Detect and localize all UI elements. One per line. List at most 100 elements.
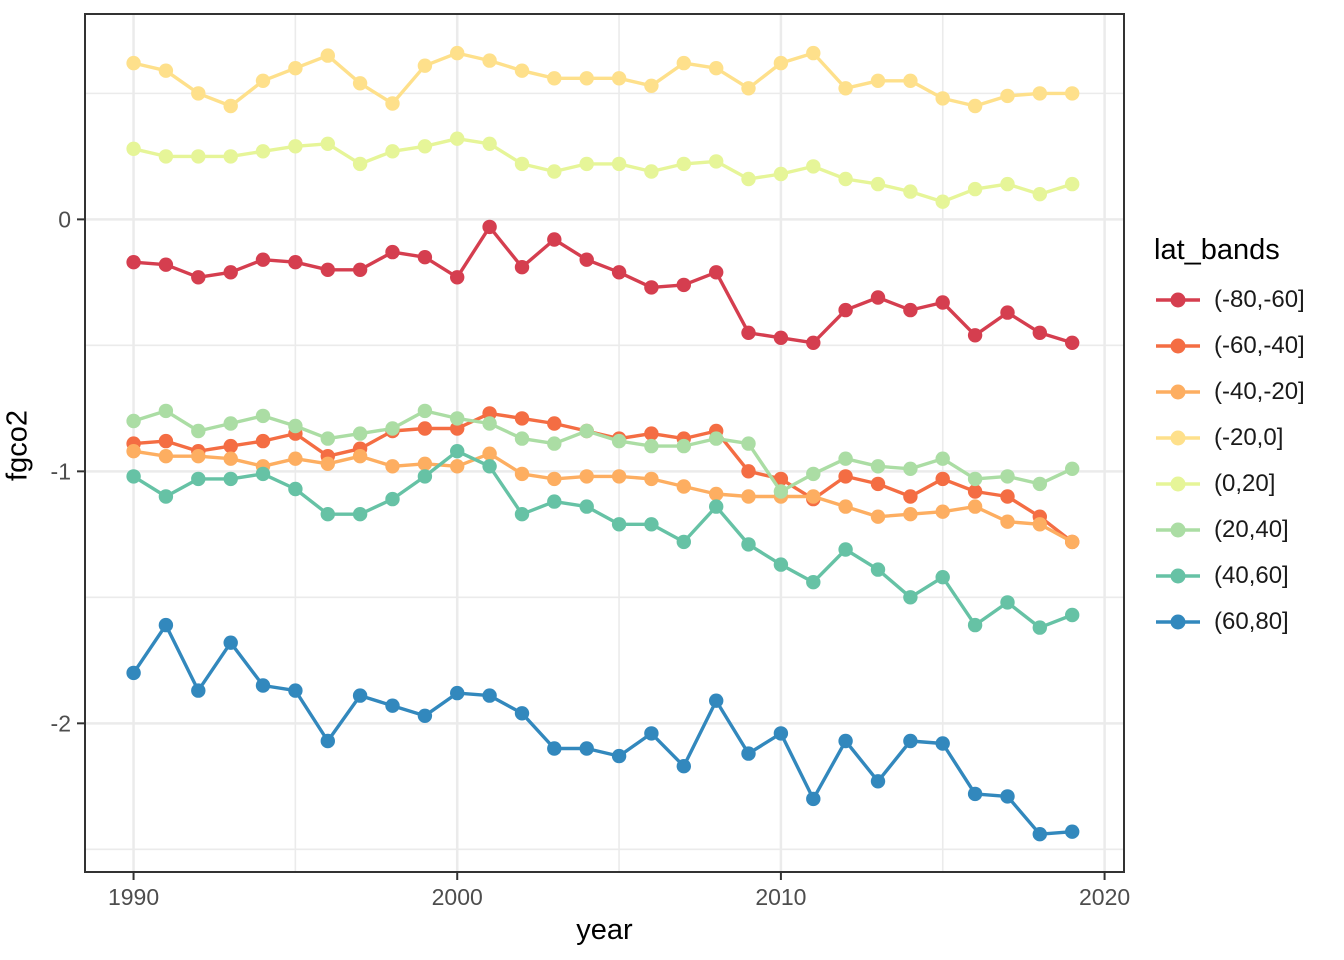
data-point-0 — [1065, 335, 1080, 350]
data-point-1 — [514, 411, 530, 426]
data-point-0 — [223, 265, 238, 280]
data-point-7 — [1000, 789, 1015, 804]
data-point-7 — [320, 733, 335, 749]
data-point-4 — [773, 166, 789, 182]
data-point-3 — [255, 73, 271, 89]
data-point-2 — [158, 449, 174, 464]
data-point-4 — [676, 156, 691, 172]
legend-label: (-80,-60] — [1214, 286, 1305, 313]
data-point-2 — [870, 509, 886, 524]
data-point-4 — [547, 164, 562, 179]
data-point-6 — [967, 617, 983, 633]
data-point-2 — [838, 499, 853, 514]
data-point-7 — [579, 741, 594, 756]
data-point-6 — [223, 471, 238, 487]
data-point-7 — [644, 726, 659, 741]
data-point-6 — [385, 491, 400, 507]
data-point-1 — [935, 471, 950, 487]
data-point-4 — [1000, 176, 1015, 192]
panel-border — [84, 13, 1125, 873]
data-point-2 — [417, 456, 433, 471]
data-point-4 — [741, 171, 756, 187]
data-point-4 — [223, 149, 238, 164]
legend-label: (0,20] — [1214, 470, 1276, 497]
data-point-7 — [514, 706, 530, 721]
data-point-0 — [1000, 305, 1015, 320]
data-point-2 — [676, 479, 691, 494]
data-point-5 — [741, 436, 756, 451]
legend-key-icon — [1156, 430, 1200, 446]
data-point-5 — [773, 484, 789, 499]
data-point-0 — [935, 295, 950, 310]
data-point-7 — [903, 733, 918, 749]
data-point-4 — [644, 164, 659, 179]
x-tick-label: 1990 — [108, 884, 159, 910]
data-point-6 — [644, 517, 659, 532]
data-point-2 — [320, 456, 335, 471]
data-point-1 — [158, 433, 174, 449]
legend-item-2: (-40,-20] — [1154, 369, 1305, 415]
data-point-0 — [1032, 325, 1048, 340]
data-point-3 — [547, 71, 562, 86]
data-point-0 — [741, 325, 756, 340]
data-point-3 — [1065, 86, 1080, 101]
data-point-6 — [191, 471, 206, 487]
legend-key-icon — [1156, 476, 1200, 492]
data-point-5 — [806, 466, 821, 482]
data-point-5 — [255, 408, 271, 424]
data-point-0 — [967, 328, 983, 343]
data-point-6 — [126, 469, 141, 484]
data-point-5 — [676, 438, 691, 454]
data-point-7 — [417, 708, 433, 723]
data-point-7 — [223, 635, 238, 650]
legend-key-icon — [1156, 384, 1200, 400]
legend-item-7: (60,80] — [1154, 599, 1305, 645]
data-point-5 — [288, 418, 303, 434]
data-point-2 — [611, 469, 627, 484]
data-point-0 — [417, 250, 433, 265]
data-point-2 — [1032, 517, 1048, 532]
data-point-3 — [709, 60, 724, 76]
data-point-0 — [806, 335, 821, 350]
data-point-2 — [547, 471, 562, 487]
data-point-6 — [741, 537, 756, 552]
data-point-5 — [1000, 469, 1015, 484]
data-point-2 — [450, 459, 465, 474]
data-point-4 — [806, 159, 821, 174]
data-point-3 — [903, 73, 918, 89]
data-point-4 — [385, 144, 400, 159]
data-point-0 — [579, 252, 594, 267]
data-point-0 — [547, 232, 562, 247]
legend-item-3: (-20,0] — [1154, 415, 1305, 461]
data-point-4 — [709, 154, 724, 169]
data-point-3 — [450, 45, 465, 61]
data-point-4 — [320, 136, 335, 151]
data-point-3 — [579, 71, 594, 86]
data-point-6 — [158, 489, 174, 504]
data-point-2 — [385, 459, 400, 474]
data-point-1 — [870, 476, 886, 492]
data-point-5 — [352, 426, 368, 441]
data-point-2 — [352, 449, 368, 464]
data-point-3 — [1000, 88, 1015, 104]
data-point-4 — [255, 144, 271, 159]
x-tick-label: 2020 — [1079, 884, 1130, 910]
legend-label: (-60,-40] — [1214, 332, 1305, 359]
data-point-0 — [676, 277, 691, 293]
legend-key-icon — [1156, 338, 1200, 354]
data-point-5 — [158, 403, 174, 419]
legend-item-1: (-60,-40] — [1154, 323, 1305, 369]
legend-key-icon — [1156, 614, 1200, 630]
data-point-3 — [1032, 86, 1048, 101]
legend-key-icon — [1156, 522, 1200, 538]
data-point-1 — [547, 416, 562, 431]
data-point-3 — [385, 96, 400, 111]
data-point-7 — [191, 683, 206, 698]
data-point-4 — [514, 156, 530, 172]
data-point-3 — [482, 53, 497, 68]
data-point-4 — [417, 139, 433, 154]
data-point-5 — [1032, 476, 1048, 492]
data-point-2 — [935, 504, 950, 519]
data-point-6 — [1065, 607, 1080, 623]
data-point-7 — [482, 688, 497, 703]
